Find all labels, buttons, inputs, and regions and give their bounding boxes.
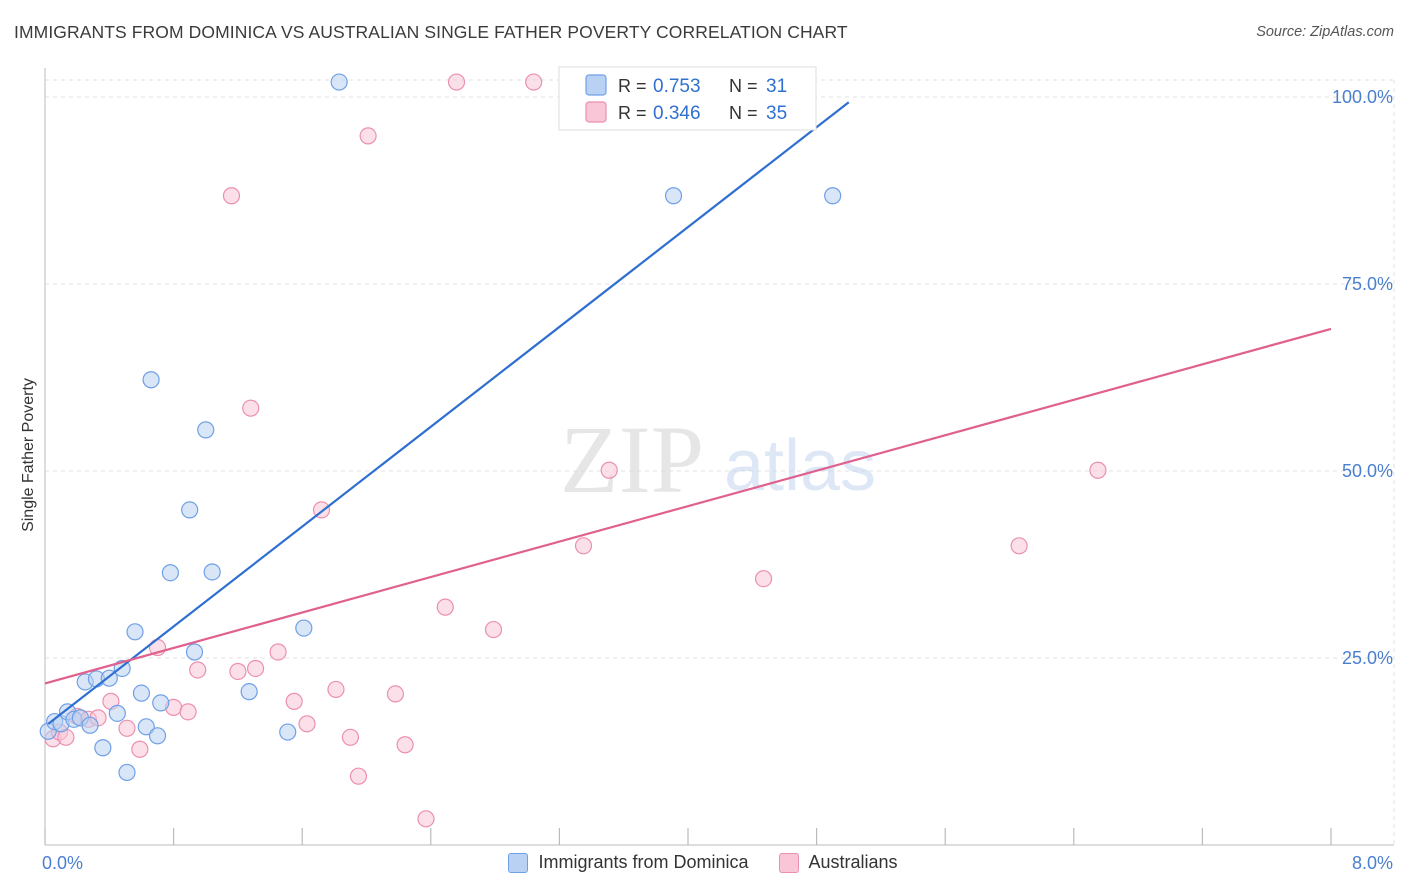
dominica-point — [185, 643, 204, 661]
legend-label-australians: Australians — [808, 852, 898, 872]
legend-r-label-australians: R = — [618, 103, 647, 123]
australians-point — [484, 620, 503, 639]
y-tick-label: 75.0% — [1342, 274, 1393, 294]
australians-point — [1089, 461, 1107, 479]
australians-point — [417, 810, 435, 828]
australians-point — [229, 662, 247, 681]
legend-swatch-australians — [585, 101, 607, 123]
tick-labels: 25.0% 50.0% 75.0% 100.0% 0.0% 8.0% — [42, 87, 1393, 873]
chart-title: IMMIGRANTS FROM DOMINICA VS AUSTRALIAN S… — [14, 22, 848, 42]
legend-item-dominica: Immigrants from Dominica — [508, 852, 749, 873]
australians-point — [118, 719, 136, 737]
x-tick-label-max: 8.0% — [1352, 853, 1393, 873]
legend-swatch-dominica — [585, 74, 607, 96]
australians-point — [179, 703, 197, 721]
dominica-point — [824, 187, 842, 205]
legend-n-value-dominica: 31 — [766, 76, 787, 97]
australians-point — [349, 767, 368, 785]
australians-point — [298, 715, 316, 733]
australians-trend-line — [44, 327, 1332, 685]
australians-point — [341, 728, 360, 746]
australians-point — [285, 692, 303, 710]
legend-swatch-australians-bottom — [778, 852, 799, 873]
dominica-point — [132, 684, 151, 702]
dominica-point — [94, 739, 112, 757]
dominica-point — [152, 694, 170, 712]
dominica-point — [118, 763, 136, 782]
dominica-trend-line — [47, 101, 850, 725]
dominica-point — [161, 564, 179, 582]
dominica-points — [39, 73, 842, 782]
australians-point — [189, 661, 207, 679]
australians-point — [754, 570, 773, 588]
dominica-point — [664, 187, 683, 205]
australians-point — [269, 643, 287, 661]
australians-point — [1010, 537, 1028, 555]
legend-r-value-australians: 0.346 — [653, 103, 701, 124]
australians-point — [222, 187, 241, 205]
australians-point — [386, 685, 405, 703]
watermark-zip: ZIP — [560, 406, 704, 513]
legend-label-dominica: Immigrants from Dominica — [538, 852, 749, 872]
australians-point — [327, 680, 345, 699]
australians-point — [359, 127, 377, 145]
australians-point — [436, 598, 454, 616]
dominica-point — [137, 718, 155, 736]
legend-r-value-dominica: 0.753 — [653, 76, 701, 97]
australians-point — [131, 740, 149, 758]
australians-point — [246, 659, 265, 678]
australians-point — [242, 399, 260, 417]
dominica-point — [81, 716, 99, 734]
y-tick-label: 50.0% — [1342, 461, 1393, 481]
legend-item-australians: Australians — [778, 852, 898, 873]
watermark: ZIP atlas — [560, 406, 876, 513]
grid-lines — [45, 79, 1395, 845]
watermark-atlas: atlas — [724, 426, 876, 506]
australians-point — [525, 73, 543, 91]
dominica-point — [240, 683, 258, 701]
dominica-point — [330, 73, 348, 91]
x-tick-label-min: 0.0% — [42, 853, 83, 873]
australians-point — [574, 537, 593, 555]
series-legend: Immigrants from Dominica Australians — [0, 852, 1406, 873]
dominica-point — [181, 501, 199, 519]
legend-n-value-australians: 35 — [766, 103, 787, 124]
australians-point — [396, 736, 414, 754]
y-tick-label: 25.0% — [1342, 648, 1393, 668]
dominica-point — [108, 704, 126, 722]
dominica-point — [197, 421, 215, 439]
axes — [44, 68, 1394, 846]
correlation-legend: R = 0.753 N = 31 R = 0.346 N = 35 — [558, 66, 817, 131]
y-tick-label: 100.0% — [1332, 87, 1393, 107]
legend-swatch-dominica-bottom — [508, 852, 529, 873]
dominica-point — [295, 619, 313, 637]
australians-point — [600, 461, 618, 479]
australians-point — [447, 73, 466, 91]
chart-source: Source: ZipAtlas.com — [1256, 24, 1394, 40]
dominica-point — [142, 371, 160, 389]
legend-r-label-dominica: R = — [618, 76, 647, 96]
legend-n-label-dominica: N = — [729, 76, 758, 96]
dominica-point — [126, 623, 144, 641]
trend-lines — [44, 101, 1332, 725]
legend-n-label-australians: N = — [729, 103, 758, 123]
dominica-point — [203, 563, 221, 581]
dominica-point — [148, 727, 167, 745]
dominica-point — [279, 723, 297, 741]
